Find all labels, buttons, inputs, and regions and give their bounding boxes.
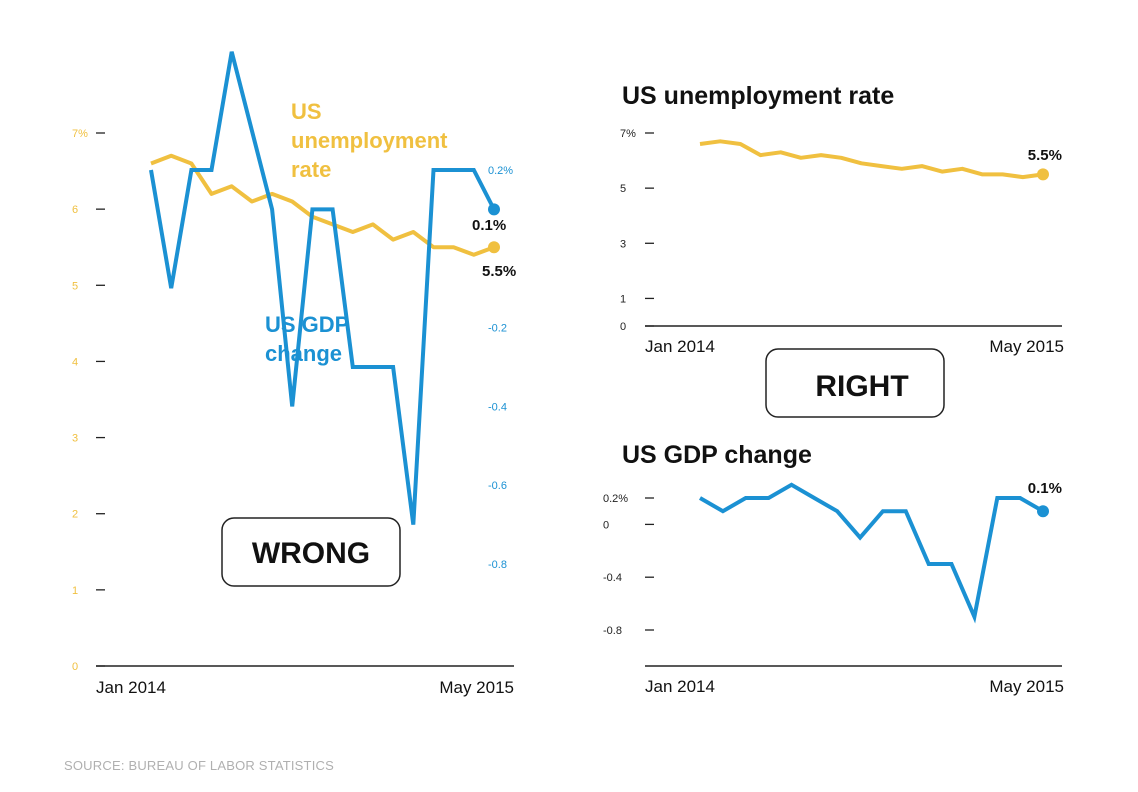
right-unemployment-x-label-end: May 2015 xyxy=(989,337,1064,356)
right-verdict-box xyxy=(765,348,945,418)
wrong-verdict-text: WRONG xyxy=(252,537,370,570)
wrong-unemployment-end-dot xyxy=(488,241,500,254)
wrong-left-tick-label-7: 0 xyxy=(72,661,78,673)
right-unemployment-x-label-start: Jan 2014 xyxy=(645,337,715,356)
wrong-gdp-callout: US GDP change xyxy=(265,312,355,366)
right-unemployment-line xyxy=(699,139,1044,180)
wrong-verdict-badge: WRONG xyxy=(221,517,401,587)
wrong-right-tick-label-3: -0.6 xyxy=(488,480,507,492)
right-unemployment-axis: 7% 5 3 1 0 xyxy=(620,128,654,333)
wrong-left-tick-label-2: 5 xyxy=(72,280,78,292)
wrong-gdp-line xyxy=(149,51,496,525)
wrong-left-tick-label-0: 7% xyxy=(72,128,88,140)
wrong-right-tick-label-4: -0.8 xyxy=(488,559,507,571)
wrong-left-tick-label-3: 4 xyxy=(72,356,78,368)
right-gdp-axis: 0.2% 0 -0.4 -0.8 xyxy=(603,493,654,637)
wrong-gdp-end-dot xyxy=(488,203,500,216)
right-verdict-text: RIGHT xyxy=(815,370,908,403)
right-gdp-title: US GDP change xyxy=(622,441,812,469)
right-gdp-tick-label-1: 0 xyxy=(603,519,609,531)
right-unemployment-title: US unemployment rate xyxy=(622,82,894,110)
wrong-right-tick-label-1: -0.2 xyxy=(488,323,507,335)
right-gdp-end-dot xyxy=(1037,505,1049,518)
right-unemployment-tick-label-0: 7% xyxy=(620,128,636,140)
wrong-unemployment-callout: US unemployment rate xyxy=(291,99,454,182)
right-verdict-badge: RIGHT xyxy=(765,348,945,418)
right-gdp-x-label-end: May 2015 xyxy=(989,677,1064,696)
wrong-verdict-box xyxy=(221,517,401,587)
right-unemployment-tick-label-2: 3 xyxy=(620,238,626,250)
wrong-unemployment-callout-line-1: US xyxy=(291,99,322,124)
wrong-unemployment-end-label: 5.5% xyxy=(482,263,516,280)
wrong-left-tick-label-1: 6 xyxy=(72,204,78,216)
wrong-left-axis: 7% 6 5 4 3 2 1 0 xyxy=(72,128,105,673)
wrong-x-label-start: Jan 2014 xyxy=(96,678,166,697)
right-unemployment-tick-label-1: 5 xyxy=(620,183,626,195)
wrong-unemployment-callout-line-2: unemployment xyxy=(291,128,448,153)
right-gdp-tick-label-2: -0.4 xyxy=(603,572,622,584)
right-unemployment-tick-label-3: 1 xyxy=(620,293,626,305)
right-gdp-line xyxy=(699,482,1044,624)
right-unemployment-chart: US unemployment rate 7% 5 3 1 0 5.5% Jan 201… xyxy=(620,82,1064,418)
right-gdp-tick-label-0: 0.2% xyxy=(603,493,628,505)
wrong-x-label-end: May 2015 xyxy=(439,678,514,697)
right-gdp-end-label: 0.1% xyxy=(1028,480,1062,497)
wrong-right-tick-label-2: -0.4 xyxy=(488,401,507,413)
wrong-right-axis: 0.2% -0.2 -0.4 -0.6 -0.8 xyxy=(488,165,513,571)
right-unemployment-tick-label-4: 0 xyxy=(620,321,626,333)
right-unemployment-end-dot xyxy=(1037,168,1049,181)
wrong-left-tick-label-5: 2 xyxy=(72,509,78,521)
wrong-unemployment-line xyxy=(150,153,495,257)
right-gdp-chart: US GDP change 0.2% 0 -0.4 -0.8 0.1% Jan 201… xyxy=(603,441,1064,696)
wrong-gdp-end-label: 0.1% xyxy=(472,217,506,234)
wrong-left-tick-label-4: 3 xyxy=(72,433,78,445)
right-gdp-tick-label-3: -0.8 xyxy=(603,625,622,637)
wrong-gdp-callout-line-2: change xyxy=(265,341,342,366)
source-note: SOURCE: BUREAU OF LABOR STATISTICS xyxy=(64,758,334,773)
right-gdp-x-label-start: Jan 2014 xyxy=(645,677,715,696)
wrong-gdp-callout-line-1: US GDP xyxy=(265,312,349,337)
wrong-unemployment-callout-line-3: rate xyxy=(291,157,331,182)
wrong-right-tick-label-0: 0.2% xyxy=(488,165,513,177)
wrong-left-tick-label-6: 1 xyxy=(72,585,78,597)
right-unemployment-end-label: 5.5% xyxy=(1028,147,1062,164)
